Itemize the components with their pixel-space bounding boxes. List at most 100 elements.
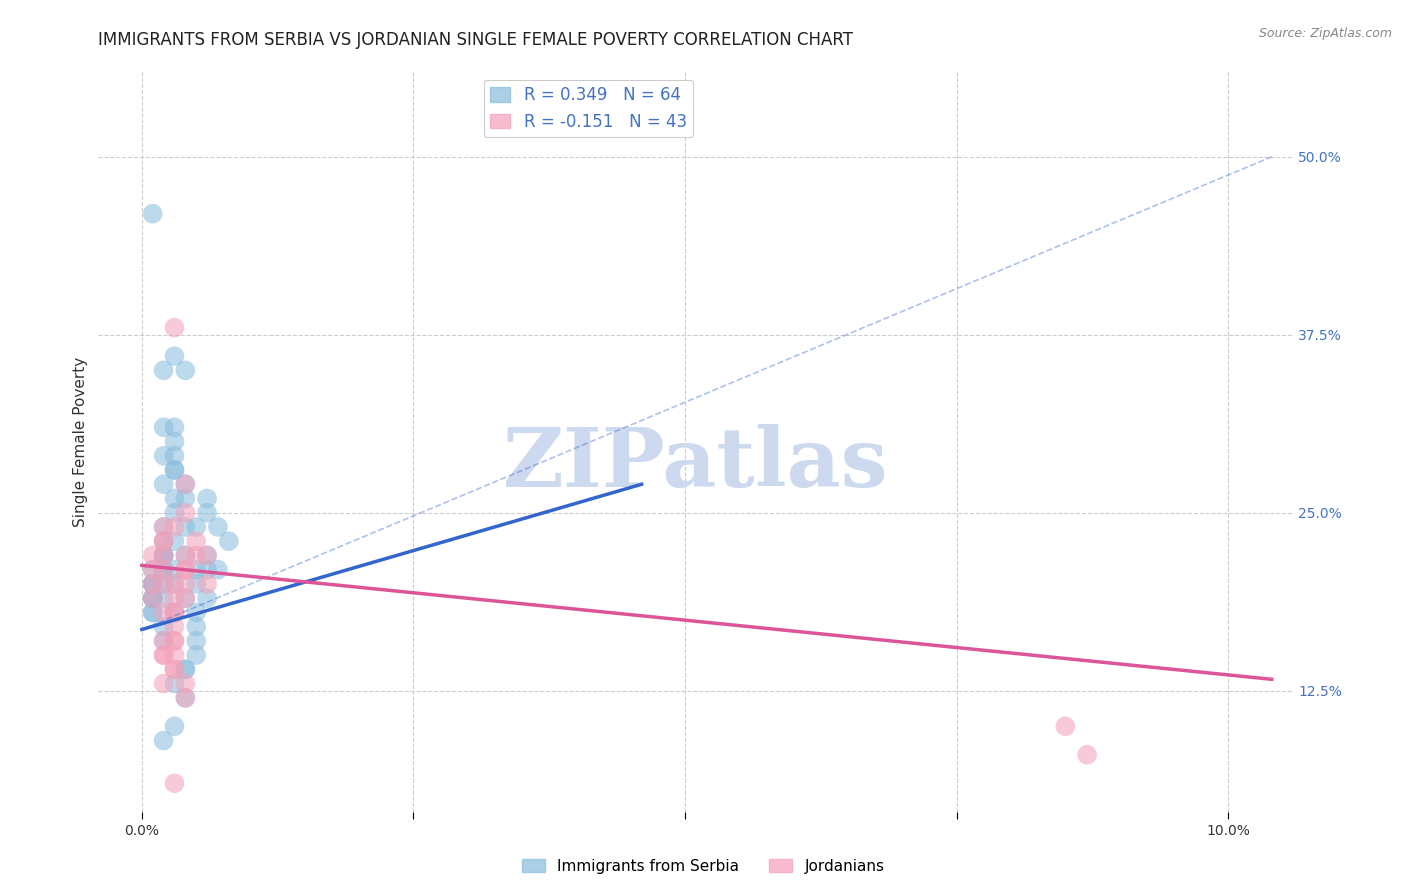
Point bbox=[207, 520, 229, 534]
Point bbox=[174, 477, 197, 491]
Point bbox=[163, 506, 186, 520]
Point bbox=[195, 577, 218, 591]
Point bbox=[163, 719, 186, 733]
Point bbox=[152, 549, 174, 563]
Point bbox=[142, 591, 165, 606]
Point bbox=[163, 633, 186, 648]
Point bbox=[152, 733, 174, 747]
Point bbox=[152, 534, 174, 549]
Point bbox=[174, 363, 197, 377]
Point bbox=[186, 633, 208, 648]
Point bbox=[163, 577, 186, 591]
Legend: R = 0.349   N = 64, R = -0.151   N = 43: R = 0.349 N = 64, R = -0.151 N = 43 bbox=[484, 79, 693, 137]
Point bbox=[186, 577, 208, 591]
Text: IMMIGRANTS FROM SERBIA VS JORDANIAN SINGLE FEMALE POVERTY CORRELATION CHART: IMMIGRANTS FROM SERBIA VS JORDANIAN SING… bbox=[98, 31, 853, 49]
Point bbox=[163, 591, 186, 606]
Point bbox=[163, 648, 186, 662]
Point bbox=[152, 676, 174, 690]
Point bbox=[163, 520, 186, 534]
Point bbox=[152, 633, 174, 648]
Point bbox=[142, 577, 165, 591]
Point bbox=[163, 491, 186, 506]
Point bbox=[142, 591, 165, 606]
Point bbox=[152, 648, 174, 662]
Point bbox=[152, 520, 174, 534]
Point bbox=[186, 619, 208, 633]
Point bbox=[163, 776, 186, 790]
Point bbox=[142, 606, 165, 620]
Point bbox=[163, 463, 186, 477]
Point bbox=[152, 549, 174, 563]
Point bbox=[163, 577, 186, 591]
Point bbox=[163, 463, 186, 477]
Point bbox=[152, 648, 174, 662]
Point bbox=[195, 563, 218, 577]
Point bbox=[142, 606, 165, 620]
Point bbox=[174, 662, 197, 676]
Point bbox=[142, 207, 165, 221]
Point bbox=[174, 577, 197, 591]
Point bbox=[174, 662, 197, 676]
Point bbox=[152, 477, 174, 491]
Point bbox=[174, 520, 197, 534]
Point bbox=[186, 534, 208, 549]
Point bbox=[152, 563, 174, 577]
Point bbox=[163, 534, 186, 549]
Point bbox=[152, 591, 174, 606]
Point bbox=[142, 591, 165, 606]
Point bbox=[195, 491, 218, 506]
Point bbox=[163, 606, 186, 620]
Point bbox=[174, 690, 197, 705]
Point bbox=[174, 477, 197, 491]
Point bbox=[174, 591, 197, 606]
Point bbox=[174, 506, 197, 520]
Point bbox=[174, 549, 197, 563]
Y-axis label: Single Female Poverty: Single Female Poverty bbox=[73, 357, 89, 526]
Point bbox=[152, 633, 174, 648]
Point bbox=[174, 563, 197, 577]
Point bbox=[163, 662, 186, 676]
Point bbox=[174, 563, 197, 577]
Point bbox=[1076, 747, 1098, 762]
Point bbox=[163, 676, 186, 690]
Legend: Immigrants from Serbia, Jordanians: Immigrants from Serbia, Jordanians bbox=[516, 853, 890, 880]
Point bbox=[218, 534, 240, 549]
Text: ZIPatlas: ZIPatlas bbox=[503, 424, 889, 504]
Point bbox=[163, 449, 186, 463]
Point bbox=[195, 549, 218, 563]
Point bbox=[163, 662, 186, 676]
Point bbox=[163, 349, 186, 363]
Point bbox=[152, 577, 174, 591]
Point bbox=[152, 420, 174, 434]
Point bbox=[195, 591, 218, 606]
Point bbox=[152, 449, 174, 463]
Point bbox=[163, 606, 186, 620]
Point bbox=[142, 563, 165, 577]
Point bbox=[195, 549, 218, 563]
Point bbox=[152, 563, 174, 577]
Point bbox=[152, 563, 174, 577]
Point bbox=[195, 506, 218, 520]
Point bbox=[186, 520, 208, 534]
Point bbox=[163, 434, 186, 449]
Point bbox=[174, 491, 197, 506]
Point bbox=[186, 648, 208, 662]
Point bbox=[142, 549, 165, 563]
Point bbox=[163, 563, 186, 577]
Point bbox=[186, 606, 208, 620]
Point bbox=[174, 676, 197, 690]
Point bbox=[163, 320, 186, 334]
Point bbox=[142, 591, 165, 606]
Point bbox=[174, 549, 197, 563]
Point bbox=[152, 619, 174, 633]
Point bbox=[142, 577, 165, 591]
Point bbox=[174, 591, 197, 606]
Point bbox=[142, 563, 165, 577]
Point bbox=[163, 619, 186, 633]
Point bbox=[152, 534, 174, 549]
Point bbox=[152, 606, 174, 620]
Point bbox=[152, 577, 174, 591]
Text: Source: ZipAtlas.com: Source: ZipAtlas.com bbox=[1258, 27, 1392, 40]
Point bbox=[142, 577, 165, 591]
Point bbox=[152, 534, 174, 549]
